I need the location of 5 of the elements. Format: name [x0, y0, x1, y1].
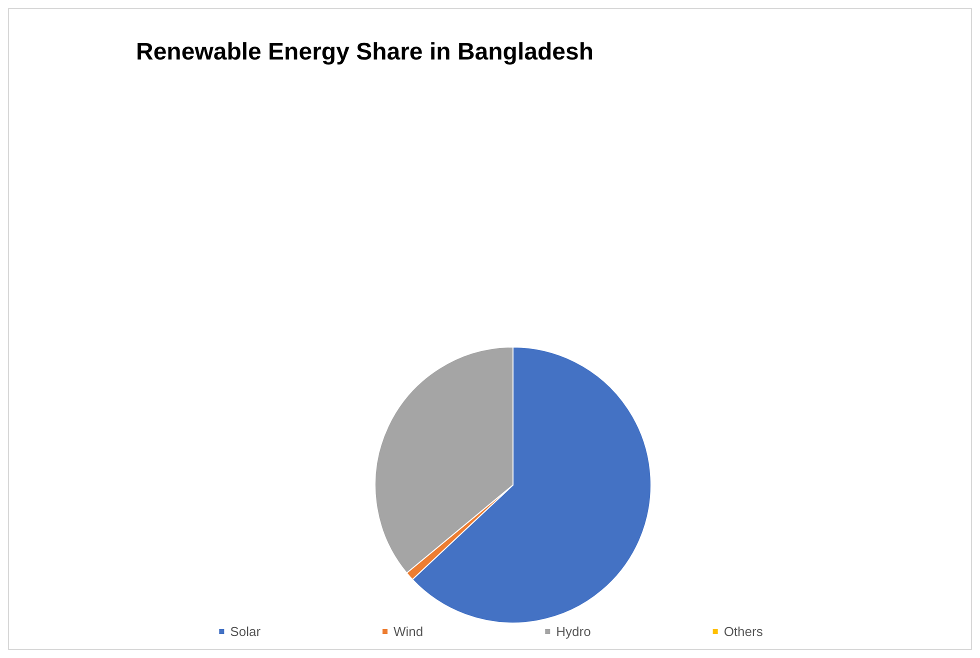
legend-label: Wind — [394, 624, 424, 639]
legend-label: Hydro — [556, 624, 591, 639]
chart-title: Renewable Energy Share in Bangladesh — [136, 38, 594, 66]
legend-label: Solar — [230, 624, 262, 639]
legend-label: Others — [724, 624, 764, 639]
